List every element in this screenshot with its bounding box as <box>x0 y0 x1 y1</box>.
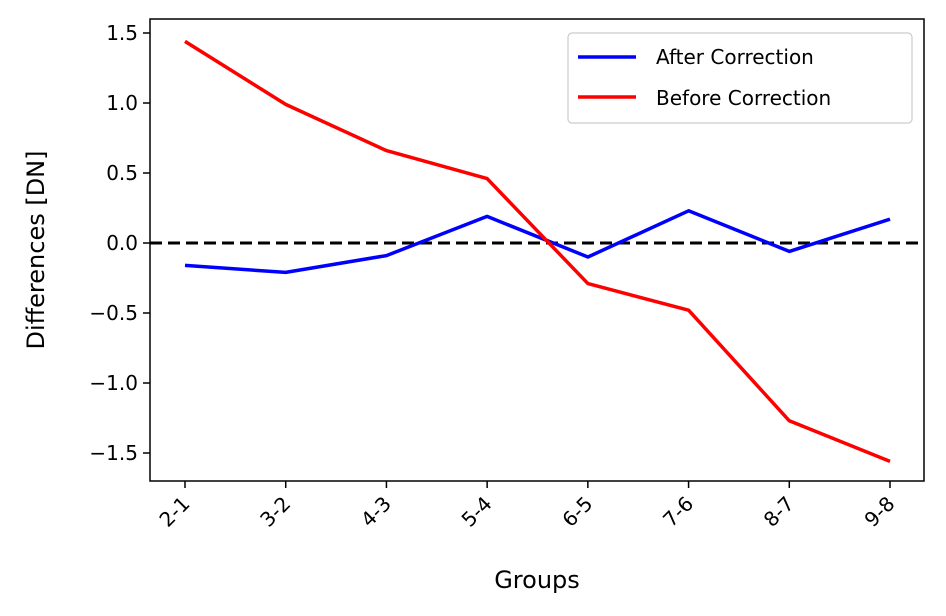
x-tick-label: 2-1 <box>154 492 194 532</box>
y-axis: 1.5 1.0 0.5 0.0 −0.5 −1.0 −1.5 <box>89 21 150 465</box>
y-tick-label: 0.5 <box>106 161 138 185</box>
x-tick-label: 6-5 <box>557 492 597 532</box>
x-tick-label: 5-4 <box>457 492 497 532</box>
series-line-before-correction <box>184 39 891 464</box>
series-line-after-correction <box>184 209 891 275</box>
x-tick-label: 9-8 <box>859 492 899 532</box>
y-tick-label: −1.5 <box>89 441 138 465</box>
legend-label-after-correction: After Correction <box>656 45 814 69</box>
y-tick-label: −1.0 <box>89 371 138 395</box>
x-tick-label: 7-6 <box>658 492 698 532</box>
series-layer <box>184 39 891 464</box>
legend-box <box>567 32 913 124</box>
x-axis-title: Groups <box>494 566 580 594</box>
y-axis-title: Differences [DN] <box>22 150 50 349</box>
legend-label-before-correction: Before Correction <box>656 86 831 110</box>
x-tick-label: 4-3 <box>356 492 396 532</box>
x-tick-label: 8-7 <box>759 492 799 532</box>
x-tick-label: 3-2 <box>255 492 295 532</box>
x-axis: 2-1 3-2 4-3 5-4 6-5 7-6 8-7 9-8 <box>154 481 900 532</box>
y-tick-label: 0.0 <box>106 231 138 255</box>
y-tick-label: 1.5 <box>106 21 138 45</box>
legend: After Correction Before Correction <box>567 32 913 124</box>
y-tick-label: −0.5 <box>89 301 138 325</box>
plot-frame <box>149 18 925 482</box>
y-tick-label: 1.0 <box>106 91 138 115</box>
